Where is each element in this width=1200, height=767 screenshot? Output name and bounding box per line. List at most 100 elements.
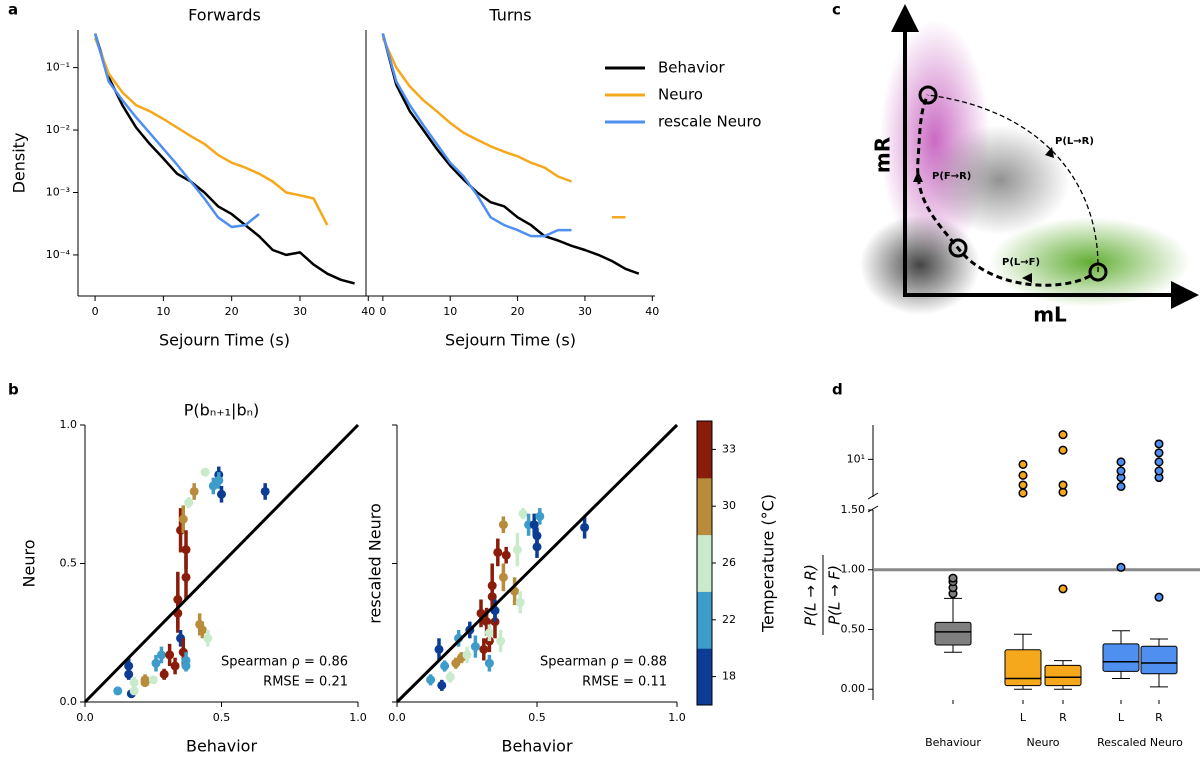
point <box>181 572 191 582</box>
point <box>426 675 436 685</box>
colorbar-tick-label: 30 <box>722 499 736 512</box>
point <box>140 678 150 688</box>
annotation: Spearman ρ = 0.88 <box>540 655 667 670</box>
flier <box>1018 480 1028 490</box>
annotation: RMSE = 0.11 <box>582 675 667 690</box>
y-tick-label: 1.0 <box>60 418 78 431</box>
point <box>440 661 450 671</box>
y-tick-label: 10⁻¹ <box>46 61 70 74</box>
point <box>165 650 175 660</box>
x-tick-label: 1.0 <box>668 711 686 724</box>
legend-label: Behavior <box>658 59 725 77</box>
x-tick-label: 30 <box>578 305 592 318</box>
axis-break <box>867 492 879 513</box>
colorbar-tick-label: 18 <box>722 670 736 683</box>
flier <box>1018 488 1028 498</box>
box <box>1140 645 1178 675</box>
flier <box>1018 470 1028 480</box>
x-tick-label: 40 <box>361 305 375 318</box>
x-tick-label: 0 <box>379 305 386 318</box>
point <box>529 520 539 530</box>
x-tick-label: 40 <box>645 305 659 318</box>
colorbar-label: Temperature (°C) <box>759 494 778 633</box>
y-axis-label: Neuro <box>20 540 39 588</box>
point <box>451 658 461 668</box>
point <box>484 658 494 668</box>
flier <box>1154 457 1164 467</box>
colorbar-band <box>697 421 712 479</box>
identity-line <box>395 423 679 704</box>
colorbar-band <box>697 648 712 706</box>
x-tick-label: 0.0 <box>388 711 406 724</box>
point <box>217 489 226 499</box>
x-tick-label: 30 <box>293 305 307 318</box>
panel-label: d <box>832 381 843 399</box>
point <box>200 467 210 477</box>
group-label: Rescaled Neuro <box>1097 736 1183 749</box>
point <box>124 669 134 679</box>
panel-c-diagram: mL mR P(L→R) P(F→R) P(L→F) <box>860 4 1199 327</box>
flier <box>1018 459 1028 469</box>
point <box>260 486 270 496</box>
line-series <box>95 34 327 255</box>
box <box>934 621 972 646</box>
box <box>1102 643 1140 672</box>
identity-line <box>83 423 360 704</box>
colorbar-band <box>697 477 712 536</box>
flier <box>1116 466 1126 476</box>
x-axis-label: Behavior <box>501 737 572 756</box>
group-label: Behaviour <box>925 736 981 749</box>
point <box>159 669 169 679</box>
x-tick-label: 1.0 <box>349 711 367 724</box>
flier <box>1116 457 1126 467</box>
point <box>580 522 590 532</box>
y-label-numerator: P(L → R) <box>802 564 820 626</box>
point <box>203 633 213 643</box>
line-series <box>93 33 355 285</box>
point <box>129 678 139 688</box>
annotation: RMSE = 0.21 <box>263 675 348 690</box>
axis-label: mL <box>1033 303 1067 327</box>
point <box>151 658 161 668</box>
x-tick-label: 20 <box>225 305 239 318</box>
flier <box>1058 430 1068 440</box>
point <box>479 644 489 654</box>
flier <box>1154 448 1164 458</box>
point <box>496 636 506 646</box>
x-tick-label: L <box>1118 711 1125 724</box>
point <box>170 661 180 671</box>
y-tick-label: 10⁻² <box>46 123 70 136</box>
transition-label: P(L→F) <box>1002 257 1040 268</box>
x-axis-label: Sejourn Time (s) <box>159 331 290 350</box>
blob <box>930 125 1070 235</box>
point <box>434 644 444 654</box>
point <box>197 625 207 635</box>
point <box>498 520 508 530</box>
y-tick-label: 0.50 <box>841 622 866 635</box>
x-tick-label: 0.5 <box>528 711 546 724</box>
point <box>124 661 134 671</box>
colorbar-tick-label: 22 <box>722 613 736 626</box>
flier <box>1058 445 1068 455</box>
point <box>208 481 218 491</box>
flier <box>1116 481 1126 492</box>
x-tick-label: 10 <box>156 305 170 318</box>
box <box>1044 664 1082 687</box>
line-series <box>381 33 640 275</box>
colorbar-band <box>697 534 712 592</box>
point <box>487 592 497 602</box>
box <box>1004 649 1042 687</box>
y-tick-label: 1.50 <box>841 503 866 516</box>
chart-title: Forwards <box>188 6 261 25</box>
state <box>1088 262 1108 282</box>
state <box>948 238 968 258</box>
x-axis-label: Sejourn Time (s) <box>445 331 576 350</box>
chart-title: Turns <box>488 6 531 25</box>
annotation: Spearman ρ = 0.86 <box>221 655 348 670</box>
x-axis-label: Behavior <box>186 737 257 756</box>
point <box>535 511 545 521</box>
point <box>515 597 525 607</box>
x-tick-label: R <box>1155 711 1163 724</box>
point <box>484 628 494 638</box>
x-tick-label: R <box>1059 711 1067 724</box>
